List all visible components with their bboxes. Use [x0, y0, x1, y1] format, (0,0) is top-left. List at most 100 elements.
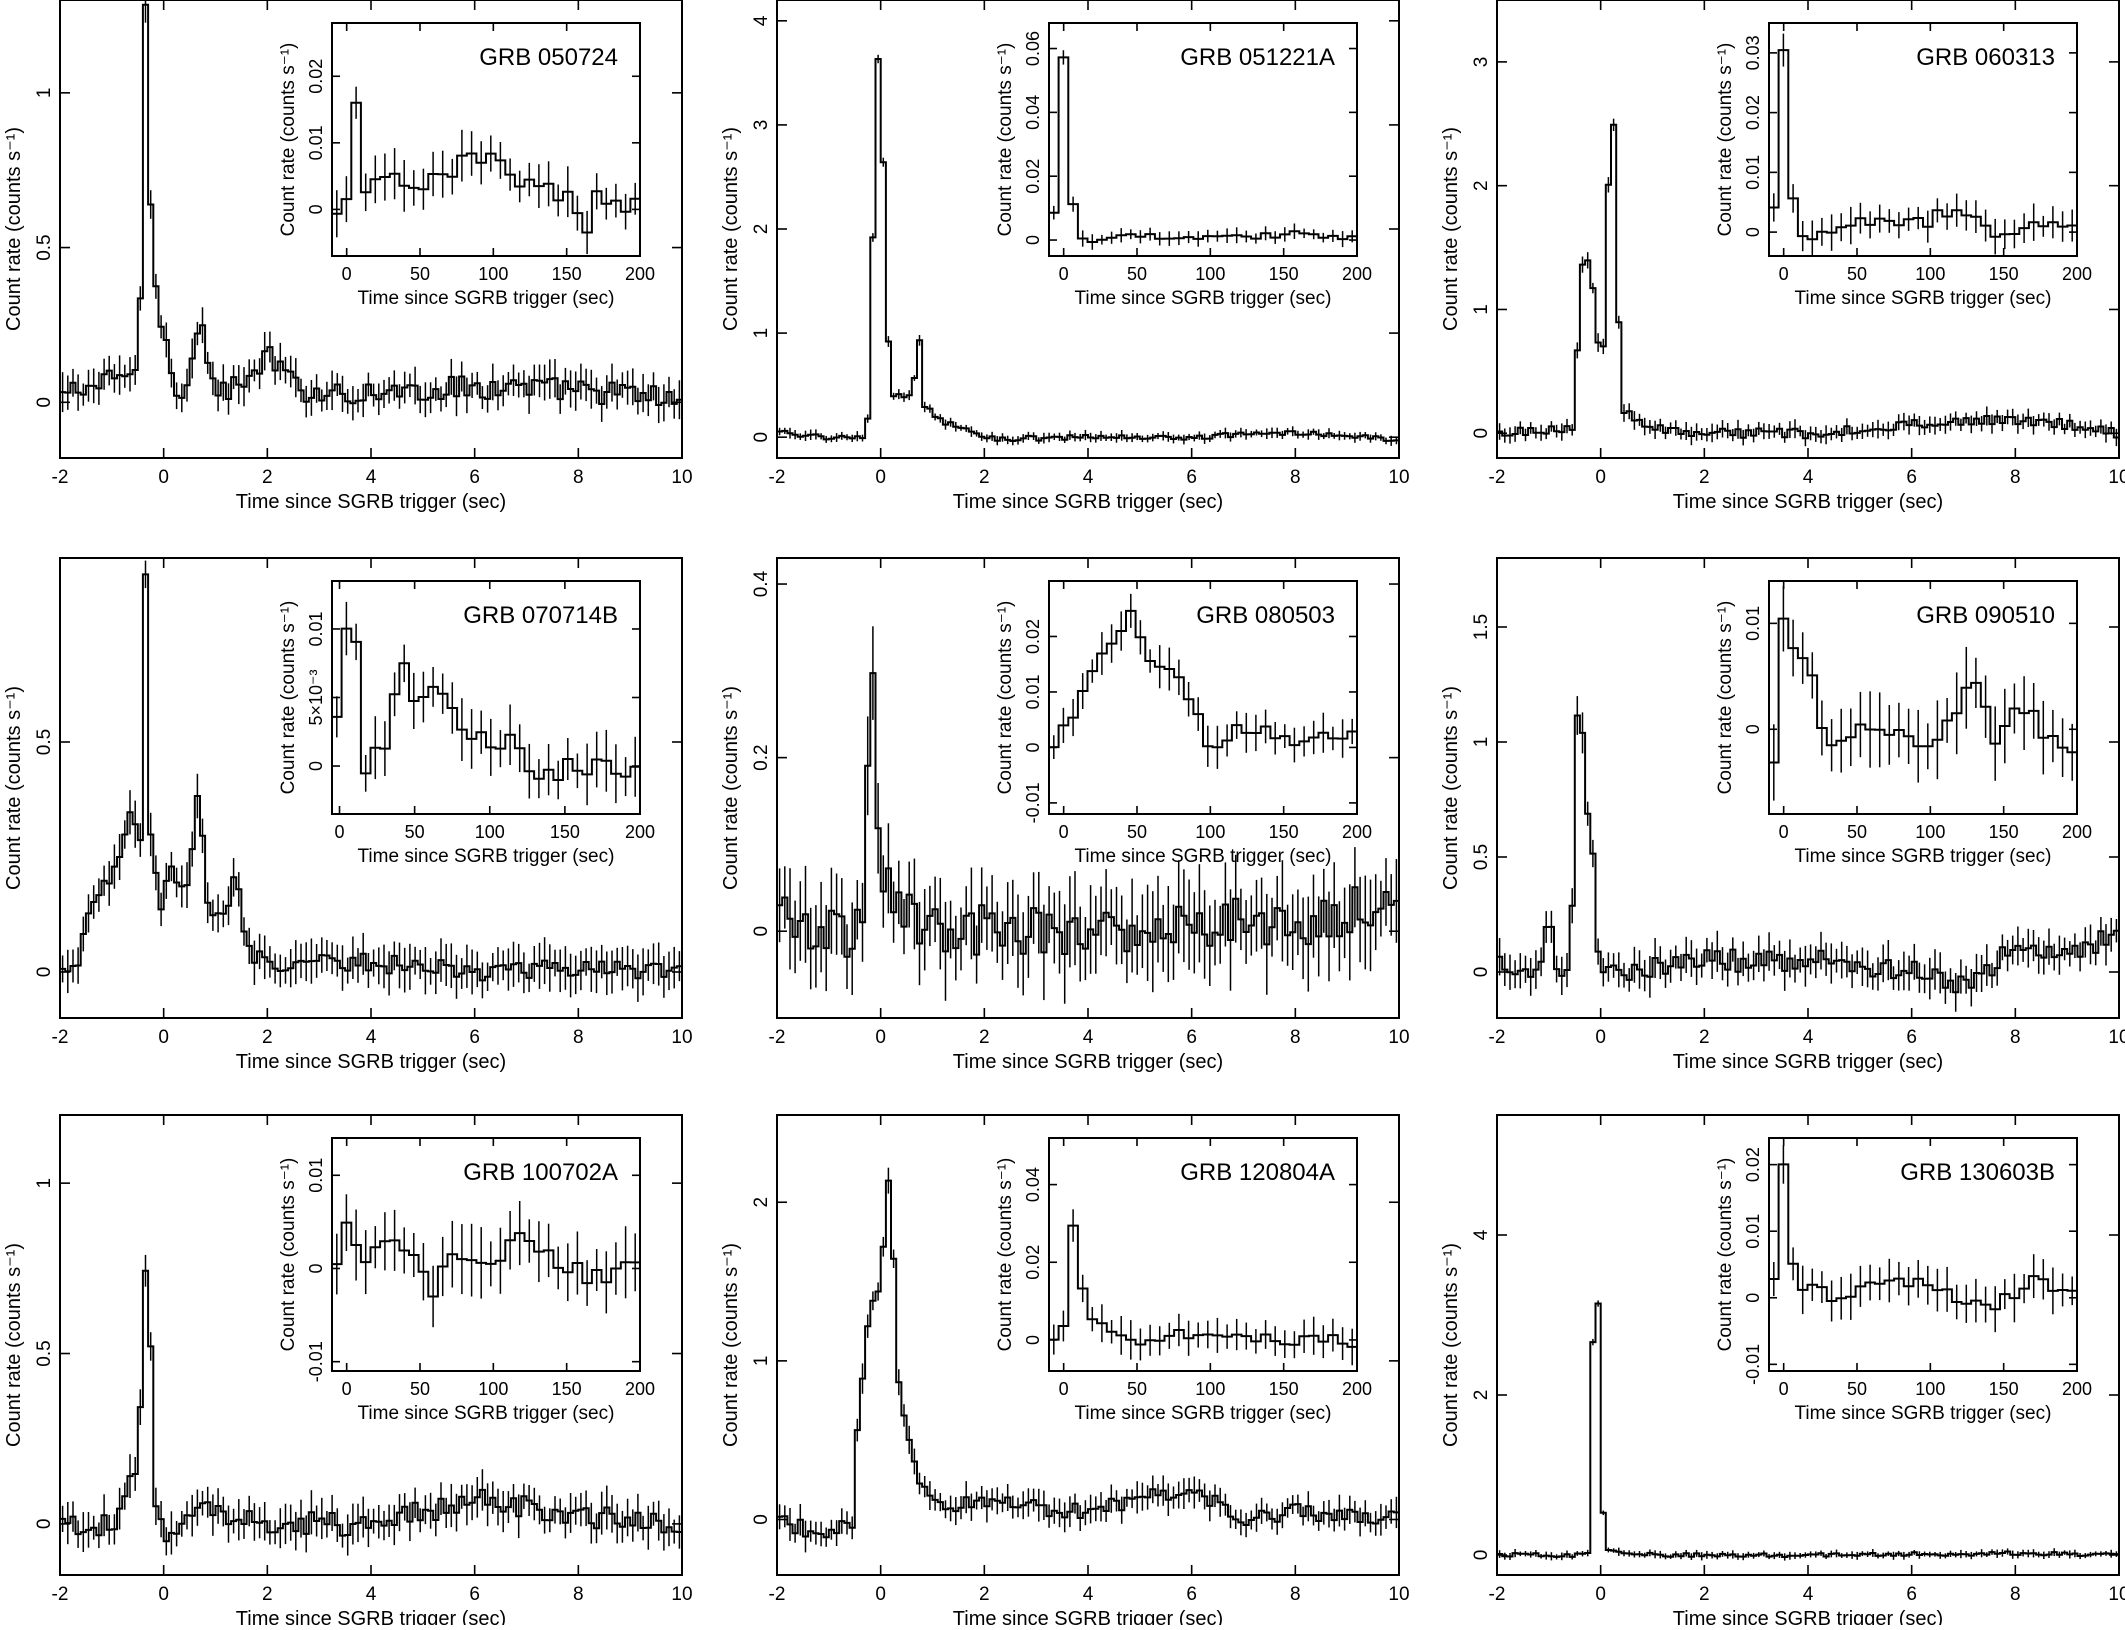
panel-4-x-tick-label: 4: [366, 1027, 377, 1048]
panel-6-y-axis-label: Count rate (counts s⁻¹): [1440, 686, 1462, 890]
panel-3-inset-x-tick-label: 150: [1989, 264, 2019, 284]
panel-1-inset-x-tick-label: 150: [552, 264, 582, 284]
panel-6-inset-error-bars: [1773, 585, 2073, 801]
panel-8-x-tick-label: -2: [769, 1584, 786, 1605]
panel-7-x-tick-label: 0: [158, 1584, 169, 1605]
panel-3-x-tick-label: 4: [1803, 467, 1814, 488]
panel-9-y-tick-label: 2: [1471, 1390, 1492, 1401]
panel-9-x-tick-label: 0: [1595, 1584, 1606, 1605]
panel-2-y-axis-label: Count rate (counts s⁻¹): [720, 127, 742, 331]
panel-9-x-tick-label: 10: [2108, 1584, 2125, 1605]
panel-5-inset-x-tick-label: 50: [1127, 822, 1147, 842]
panel-2-inset-title: GRB 051221A: [1180, 44, 1335, 71]
panel-8-inset-x-tick-label: 100: [1195, 1379, 1225, 1399]
panel-6-y-tick-label: 0.5: [1471, 844, 1492, 870]
panel-2-error-bars: [778, 54, 1398, 446]
panel-6-inset-y-tick-label: 0: [1743, 724, 1763, 734]
panel-7-inset-x-tick-label: 150: [552, 1379, 582, 1399]
panel-8-inset-error-bars: [1053, 1209, 1353, 1366]
panel-7-inset-frame: [331, 1137, 641, 1372]
panel-3-inset-y-tick-label: 0.01: [1743, 155, 1763, 190]
panel-3-inset-error-bars: [1773, 33, 2073, 256]
panel-8-inset-x-tick-label: 200: [1342, 1379, 1372, 1399]
panel-3-inset-y-tick-label: 0: [1743, 227, 1763, 237]
panel-6-y-tick-label: 1: [1471, 737, 1492, 748]
panel-7-inset-x-tick-label: 50: [410, 1379, 430, 1399]
panel-8-inset-x-tick-label: 50: [1127, 1379, 1147, 1399]
panel-9-inset-y-tick-label: 0: [1743, 1293, 1763, 1303]
panel-6-inset-x-tick-label: 100: [1915, 822, 1945, 842]
panel-2-inset: 0 50 100 150 200 0 0.02 0.04 0.06 Time since SGRB…: [995, 22, 1372, 309]
panel-6-x-tick-label: 0: [1595, 1027, 1606, 1048]
panel-3-error-bars: [1498, 118, 2118, 447]
panel-4-x-tick-label: -2: [52, 1027, 69, 1048]
panel-8-y-tick-label: 1: [751, 1356, 772, 1367]
panel-7-inset-error-bars: [336, 1194, 636, 1328]
panel-3-x-tick-label: 2: [1699, 467, 1710, 488]
panel-4-x-tick-label: 10: [671, 1027, 692, 1048]
panel-1-x-tick-label: 4: [366, 467, 377, 488]
panel-3-light-curve: [1497, 123, 2119, 440]
panel-5-inset-x-tick-label: 150: [1269, 822, 1299, 842]
panel-5-inset-error-bars: [1053, 593, 1353, 769]
panel-2-inset-x-tick-label: 100: [1195, 264, 1225, 284]
panel-7-light-curve: [60, 1269, 682, 1543]
panel-8-x-tick-label: 4: [1083, 1584, 1094, 1605]
panel-5-inset-y-tick-label: 0.02: [1023, 619, 1043, 654]
panel-2-y-tick-label: 0: [751, 432, 772, 443]
panel-2-x-tick-label: 2: [979, 467, 990, 488]
panel-3-inset: 0 50 100 150 200 0 0.01 0.02 0.03 Time since SGRB…: [1715, 22, 2092, 309]
panel-4-light-curve: [60, 573, 682, 982]
panel-4-inset-x-tick-label: 0: [335, 822, 345, 842]
panel-4-inset-y-tick-label: 0: [306, 761, 326, 771]
panel-4-inset: 0 50 100 150 200 0 5×10⁻³ 0.01 Time since SGRB t…: [278, 580, 655, 867]
panel-6-inset-title: GRB 090510: [1916, 602, 2055, 629]
panel-8-inset-y-tick-label: 0.04: [1023, 1167, 1043, 1202]
panel-5-x-tick-label: 10: [1388, 1027, 1409, 1048]
panel-4-inset-error-bars: [336, 601, 636, 806]
panel-3-inset-title: GRB 060313: [1916, 44, 2055, 71]
panel-5-y-tick-label: 0: [751, 926, 772, 937]
panel-4-x-axis-label: Time since SGRB trigger (sec): [236, 1051, 506, 1073]
panel-7-y-tick-label: 1: [34, 1178, 55, 1189]
panel-2-x-tick-label: 10: [1388, 467, 1409, 488]
panel-3-inset-x-tick-label: 100: [1915, 264, 1945, 284]
panel-7-y-axis-label: Count rate (counts s⁻¹): [3, 1243, 25, 1447]
panel-3-x-tick-label: 10: [2108, 467, 2125, 488]
panel-1-inset-y-tick-label: 0: [306, 204, 326, 214]
panel-4-y-axis-label: Count rate (counts s⁻¹): [3, 686, 25, 890]
panel-7-inset-x-tick-label: 200: [625, 1379, 655, 1399]
panel-5-y-tick-label: 0.4: [751, 570, 772, 597]
panel-8-y-tick-label: 2: [751, 1197, 772, 1208]
panel-1-inset-y-tick-label: 0.01: [306, 125, 326, 160]
panel-3-inset-x-axis-label: Time since SGRB trigger (sec): [1795, 288, 2052, 309]
panel-7-inset-y-tick-label: 0: [306, 1263, 326, 1273]
panel-9-x-tick-label: 4: [1803, 1584, 1814, 1605]
panel-5-x-tick-label: -2: [769, 1027, 786, 1048]
panel-7-inset-x-axis-label: Time since SGRB trigger (sec): [358, 1403, 615, 1424]
panel-2-y-tick-label: 3: [751, 120, 772, 131]
panel-3-y-tick-label: 3: [1471, 57, 1492, 68]
panel-6-inset-x-tick-label: 50: [1847, 822, 1867, 842]
panel-1-y-tick-label: 0: [34, 397, 55, 408]
panel-3-inset-y-tick-label: 0.03: [1743, 35, 1763, 70]
panel-8-inset-y-tick-label: 0: [1023, 1335, 1043, 1345]
panel-7-inset-x-tick-label: 0: [342, 1379, 352, 1399]
panel-2-inset-error-bars: [1053, 50, 1353, 250]
panel-6-inset-x-tick-label: 0: [1779, 822, 1789, 842]
panel-2-x-tick-label: -2: [769, 467, 786, 488]
panel-1-inset-y-tick-label: 0.02: [306, 59, 326, 94]
panel-6-inset-y-axis-label: Count rate (counts s⁻¹): [1715, 601, 1736, 795]
panel-1-inset-x-tick-label: 0: [342, 264, 352, 284]
panel-1-x-tick-label: 8: [573, 467, 584, 488]
panel-7-y-tick-label: 0: [34, 1519, 55, 1530]
panel-2-x-tick-label: 8: [1290, 467, 1301, 488]
panel-9-light-curve: [1497, 1302, 2119, 1558]
panel-5-inset: 0 50 100 150 200 -0.01 0 0.01 0.02 Time since SGR…: [995, 580, 1372, 867]
panel-9-inset-y-tick-label: 0.02: [1743, 1147, 1763, 1182]
panel-3-x-tick-label: 6: [1906, 467, 1917, 488]
